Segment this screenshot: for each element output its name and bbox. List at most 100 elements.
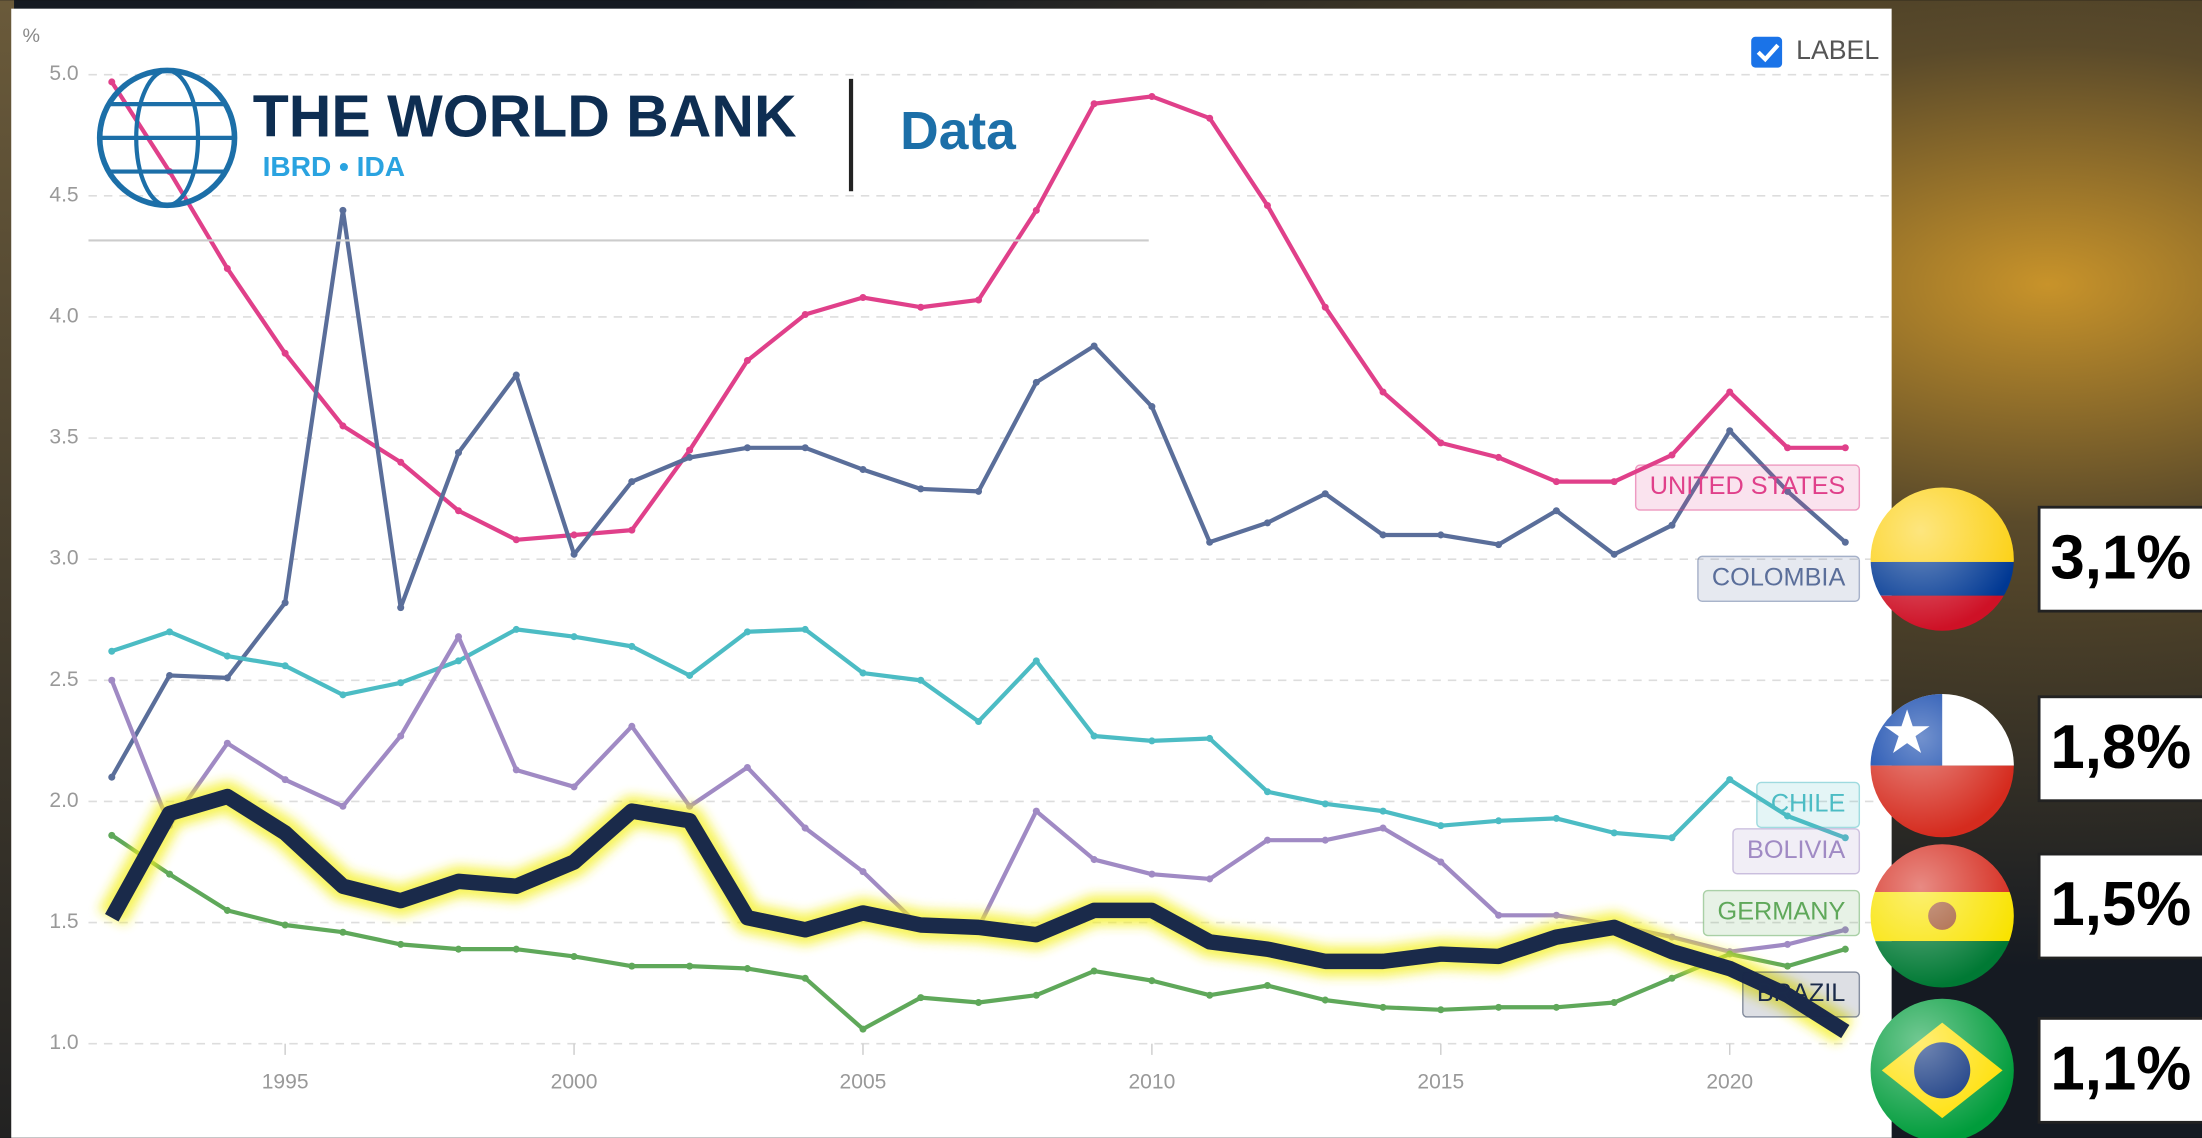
point (1437, 822, 1444, 829)
point (744, 764, 751, 771)
point (1206, 735, 1213, 742)
point (1842, 946, 1849, 953)
point (1264, 519, 1271, 526)
point (1380, 825, 1387, 832)
point (1148, 871, 1155, 878)
point (108, 677, 115, 684)
point (339, 803, 346, 810)
point (1033, 657, 1040, 664)
point (802, 626, 809, 633)
badge-label: 1,5% (2050, 870, 2191, 939)
legend-item: GERMANY (1704, 891, 1860, 936)
point (686, 963, 693, 970)
point (455, 507, 462, 514)
legend-item: BRAZIL (1743, 972, 1860, 1017)
point (1148, 737, 1155, 744)
flags (1868, 486, 2017, 1138)
point (513, 372, 520, 379)
point (1437, 1006, 1444, 1013)
point (166, 672, 173, 679)
point (513, 766, 520, 773)
point (455, 946, 462, 953)
point (917, 485, 924, 492)
point (859, 1026, 866, 1033)
point (1322, 997, 1329, 1004)
point (1380, 389, 1387, 396)
legend-label: GERMANY (1718, 898, 1846, 926)
point (1553, 478, 1560, 485)
point (339, 207, 346, 214)
point (859, 868, 866, 875)
legend-item: CHILE (1757, 782, 1860, 827)
x-tick-label: 2010 (1128, 1071, 1175, 1094)
legend-label: UNITED STATES (1650, 472, 1846, 500)
point (628, 723, 635, 730)
point (744, 628, 751, 635)
point (339, 422, 346, 429)
point (571, 633, 578, 640)
point (1611, 551, 1618, 558)
x-tick-label: 2015 (1417, 1071, 1464, 1094)
y-tick-label: 1.5 (49, 910, 78, 933)
point (397, 941, 404, 948)
point (1495, 541, 1502, 548)
legend-label: BOLIVIA (1747, 836, 1845, 864)
point (1148, 977, 1155, 984)
point (108, 832, 115, 839)
y-tick-label: 2.5 (49, 668, 78, 691)
point (975, 488, 982, 495)
point (339, 929, 346, 936)
badge-label: 1,1% (2050, 1034, 2191, 1103)
point (397, 604, 404, 611)
point (1495, 454, 1502, 461)
point (224, 653, 231, 660)
point (975, 999, 982, 1006)
point (571, 531, 578, 538)
y-tick-label: 5.0 (49, 62, 78, 85)
point (1495, 912, 1502, 919)
checkbox[interactable] (1751, 37, 1782, 68)
point (802, 444, 809, 451)
point (166, 871, 173, 878)
point (571, 551, 578, 558)
point (917, 677, 924, 684)
point (859, 466, 866, 473)
point (1495, 1004, 1502, 1011)
point (1206, 115, 1213, 122)
point (571, 953, 578, 960)
point (975, 296, 982, 303)
legend-label: COLOMBIA (1712, 564, 1846, 592)
point (1091, 732, 1098, 739)
point (1784, 444, 1791, 451)
checkbox-label[interactable]: LABEL (1796, 35, 1879, 65)
point (859, 670, 866, 677)
point (1380, 531, 1387, 538)
x-tick-label: 2000 (551, 1071, 598, 1094)
point (1726, 776, 1733, 783)
point (628, 478, 635, 485)
point (1668, 834, 1675, 841)
point (1784, 963, 1791, 970)
point (1842, 444, 1849, 451)
screenshot: % LABEL 1.01.52.02.53.03.54.04.55.019952… (0, 0, 2202, 1138)
point (1091, 856, 1098, 863)
point (1726, 427, 1733, 434)
point (1611, 999, 1618, 1006)
point (571, 783, 578, 790)
legend-item: COLOMBIA (1698, 556, 1859, 601)
point (917, 994, 924, 1001)
point (1264, 837, 1271, 844)
point (397, 679, 404, 686)
point (1726, 389, 1733, 396)
x-tick-label: 2005 (840, 1071, 887, 1094)
point (686, 672, 693, 679)
point (108, 78, 115, 85)
point (859, 294, 866, 301)
x-tick-label: 2020 (1706, 1071, 1753, 1094)
point (1322, 837, 1329, 844)
point (1148, 93, 1155, 100)
point (1033, 207, 1040, 214)
point (1784, 941, 1791, 948)
point (513, 536, 520, 543)
point (628, 963, 635, 970)
